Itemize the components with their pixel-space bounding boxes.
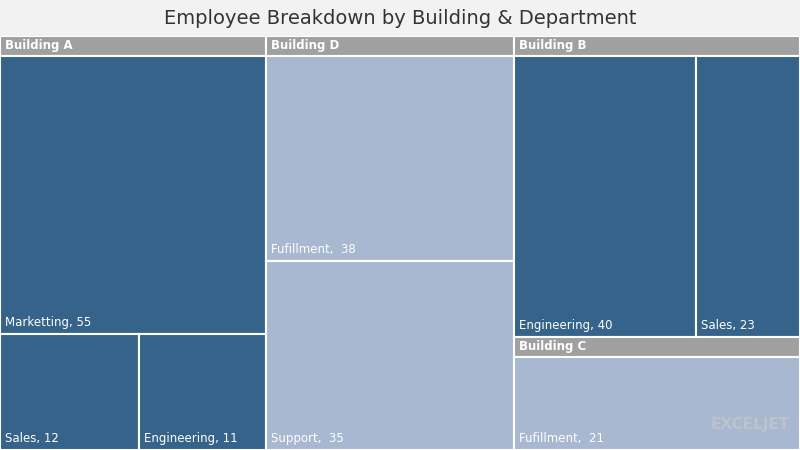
Bar xyxy=(266,56,514,261)
Text: Engineering, 40: Engineering, 40 xyxy=(519,319,613,332)
Bar xyxy=(0,56,266,334)
Bar xyxy=(138,334,266,450)
Bar xyxy=(696,56,800,337)
Text: Support,  35: Support, 35 xyxy=(270,432,343,445)
Text: Marketting, 55: Marketting, 55 xyxy=(5,316,91,329)
Bar xyxy=(0,334,138,450)
Text: Employee Breakdown by Building & Department: Employee Breakdown by Building & Departm… xyxy=(164,9,636,27)
Bar xyxy=(514,56,696,337)
Text: Building A: Building A xyxy=(5,40,73,53)
Text: Sales, 12: Sales, 12 xyxy=(5,432,59,445)
Bar xyxy=(514,356,800,450)
Text: Building B: Building B xyxy=(519,40,586,53)
Text: Sales, 23: Sales, 23 xyxy=(701,319,754,332)
Bar xyxy=(514,337,800,356)
Text: EXCELJET: EXCELJET xyxy=(710,417,790,432)
Text: Fufillment,  38: Fufillment, 38 xyxy=(270,243,355,256)
Bar xyxy=(266,36,514,56)
Text: Fufillment,  21: Fufillment, 21 xyxy=(519,432,604,445)
Text: Building C: Building C xyxy=(519,340,586,353)
Text: Engineering, 11: Engineering, 11 xyxy=(143,432,237,445)
Bar xyxy=(266,261,514,450)
Bar xyxy=(0,36,266,56)
Bar xyxy=(514,36,800,56)
Text: Building D: Building D xyxy=(270,40,338,53)
